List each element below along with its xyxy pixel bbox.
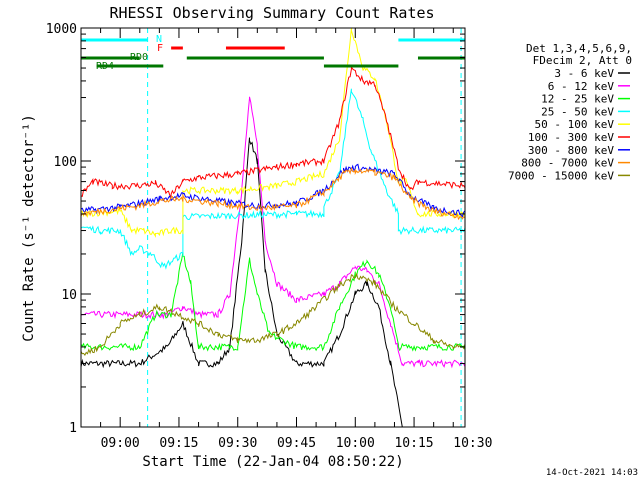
axes: 1 10 100 1000 09:00 09:15 09:30 09:45 10:00 10:15…	[46, 22, 493, 451]
chart-title: RHESSI Observing Summary Count Rates	[109, 4, 434, 22]
y-tick-label: 100	[54, 155, 77, 170]
plot-frame	[80, 27, 466, 428]
footer-timestamp: 14-Oct-2021 14:03	[546, 468, 638, 478]
legend: Det 1,3,4,5,6,9,FDecim 2, Att 03 - 6 keV…	[508, 42, 632, 182]
legend-entry-label: 800 - 7000 keV	[521, 157, 614, 170]
status-label-rd4: RD4	[96, 61, 114, 72]
series-line-7000-15000-kevkev	[80, 272, 466, 357]
x-tick-label: 09:45	[277, 436, 316, 451]
y-tick-label: 1	[69, 421, 77, 436]
y-tick-label: 1000	[46, 22, 77, 37]
x-axis-label: Start Time (22-Jan-04 08:50:22)	[142, 454, 403, 470]
series-line-25-50-kevkev	[80, 88, 466, 270]
plot-area: NF RD0 RD4	[80, 27, 466, 428]
legend-entry-label: 300 - 800 keV	[528, 144, 614, 157]
legend-entry-label: 7000 - 15000 keV	[508, 169, 614, 182]
legend-header: Det 1,3,4,5,6,9,	[526, 42, 632, 55]
status-label-n: N	[156, 34, 162, 45]
legend-entry-label: 50 - 100 keV	[535, 118, 615, 131]
legend-entry-label: 3 - 6 keV	[554, 67, 614, 80]
series-line-100-300-kevkev	[80, 65, 466, 200]
series-line-300-800-kevkev	[80, 163, 466, 218]
series-line-3-6-kevkev	[80, 137, 403, 428]
x-tick-label: 09:15	[159, 436, 198, 451]
x-tick-label: 10:30	[453, 436, 492, 451]
x-tick-label: 09:00	[101, 436, 140, 451]
legend-entry-label: 12 - 25 keV	[541, 93, 614, 106]
x-tick-label: 10:00	[336, 436, 375, 451]
y-tick-label: 10	[61, 288, 77, 303]
series-line-800-7000-kevkev	[80, 166, 466, 221]
x-tick-label: 09:30	[218, 436, 257, 451]
status-label-f: F	[157, 43, 163, 54]
legend-entry-label: 6 - 12 keV	[548, 80, 615, 93]
series-line-6-12-kevkev	[80, 96, 466, 369]
legend-entry-label: 25 - 50 keV	[541, 105, 614, 118]
y-axis-label: Count Rate (s⁻¹ detector⁻¹)	[21, 114, 37, 342]
legend-header: FDecim 2, Att 0	[533, 54, 632, 67]
x-tick-label: 10:15	[394, 436, 433, 451]
series-line-12-25-kevkev	[80, 252, 466, 352]
legend-entry-label: 100 - 300 keV	[528, 131, 614, 144]
status-label-rd0: RD0	[130, 52, 148, 63]
